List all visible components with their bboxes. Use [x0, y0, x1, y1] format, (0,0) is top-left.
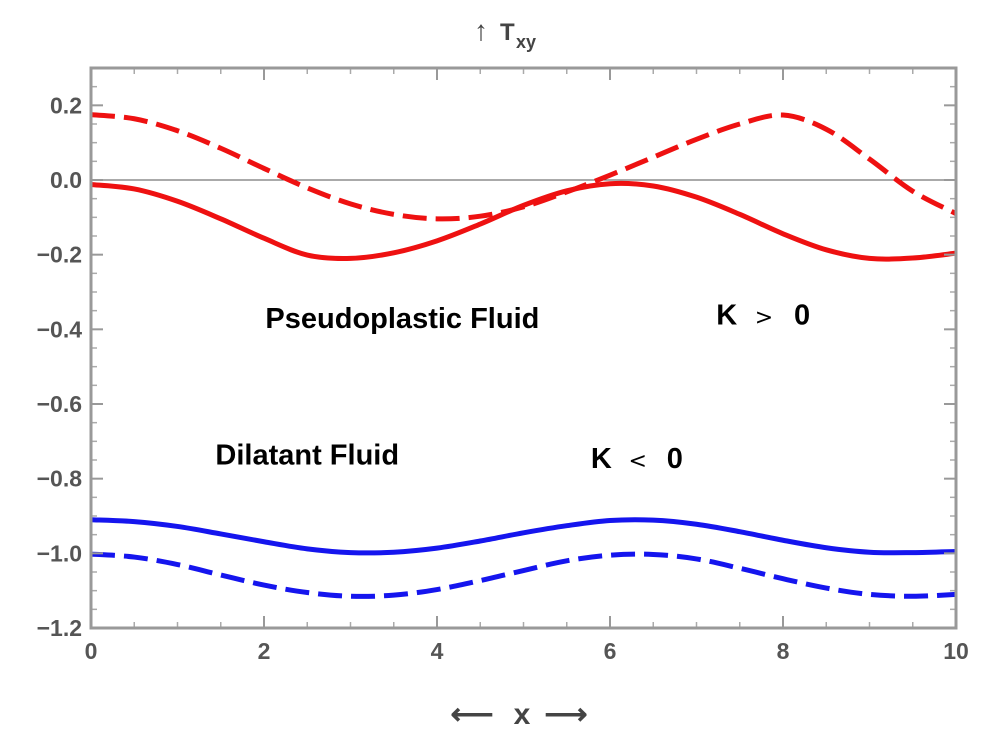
y-tick-label: −0.2: [37, 242, 82, 268]
x-tick-label: 2: [258, 638, 271, 664]
x-tick-label: 4: [431, 638, 444, 664]
annotation-layer: Pseudoplastic Fluid K >0 Dilatant Fluid K <0: [215, 299, 810, 475]
x-axis-title: ⟵ x ⟶: [450, 698, 587, 729]
y-tick-label: −0.4: [37, 316, 83, 342]
annotation: K: [716, 299, 737, 331]
annotation: Dilatant Fluid: [215, 439, 399, 471]
annotation: <: [628, 449, 646, 474]
y-axis-title: ↑ T xy: [474, 15, 536, 52]
y-axis-label: T: [500, 19, 515, 46]
y-axis-arrow: ↑: [474, 15, 488, 46]
y-tick-label: −0.8: [37, 466, 83, 492]
annotation: >: [755, 305, 773, 330]
y-tick-label: 0.0: [50, 167, 82, 193]
tick-layer: 0 2 4 6 8 10 0.2 0.0 −0.2 −0.4 −0.6 −0.8 −1.0 −1.2: [37, 67, 969, 664]
x-tick-label: 10: [943, 638, 969, 664]
x-tick-label: 6: [604, 638, 617, 664]
y-tick-label: −1.2: [37, 615, 82, 641]
x-tick-label: 8: [777, 638, 790, 664]
annotation: 0: [794, 299, 810, 331]
plot-frame: [89, 66, 958, 630]
annotation: Pseudoplastic Fluid: [265, 303, 539, 335]
y-tick-label: 0.2: [50, 92, 82, 118]
series-layer: [90, 112, 958, 599]
y-tick-label: −0.6: [37, 391, 82, 417]
x-axis-arrow-right: ⟶: [544, 698, 587, 729]
x-tick-label: 0: [85, 638, 98, 664]
annotation: 0: [667, 443, 683, 475]
x-axis-label: x: [514, 698, 531, 729]
series-line-3-solid: [90, 517, 957, 556]
x-axis-arrow-left: ⟵: [450, 698, 493, 729]
series-line-4-dashed: [90, 551, 957, 599]
y-axis-label-subscript: xy: [516, 32, 536, 52]
series-line-2-solid: [90, 180, 957, 262]
y-tick-label: −1.0: [37, 540, 82, 566]
annotation: K: [591, 443, 612, 475]
